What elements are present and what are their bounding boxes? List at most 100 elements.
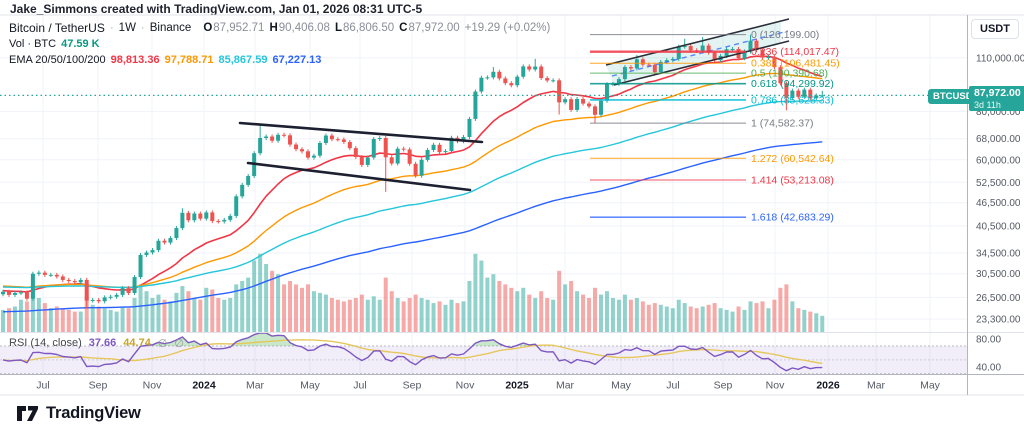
price-tick-label[interactable]: 68,000.00 xyxy=(976,134,1021,145)
volume-bar xyxy=(234,284,239,332)
volume-bar xyxy=(718,308,723,332)
time-tick-label[interactable]: Jul xyxy=(36,380,49,392)
volume-bar xyxy=(431,303,436,332)
volume-bar xyxy=(616,299,621,332)
volume-bar xyxy=(521,287,526,332)
volume-bar xyxy=(144,291,149,332)
volume-bar xyxy=(539,291,544,332)
time-tick-label[interactable]: 2026 xyxy=(816,380,840,392)
candle-body xyxy=(371,138,376,158)
volume-bar xyxy=(395,298,400,332)
time-tick-label[interactable]: Nov xyxy=(143,380,162,392)
volume-value: 47.59 K xyxy=(61,38,100,50)
time-tick-label[interactable]: 2024 xyxy=(192,380,216,392)
time-tick-label[interactable]: May xyxy=(920,380,941,392)
price-tick-label[interactable]: 60,000.00 xyxy=(976,155,1021,166)
candle-body xyxy=(377,137,382,139)
volume-legend-row[interactable]: Vol · BTC 47.59 K xyxy=(9,38,100,50)
volume-bar xyxy=(96,306,101,332)
rsi-ma-line xyxy=(2,339,823,364)
ema-200-line xyxy=(2,141,823,313)
time-tick-label[interactable]: Nov xyxy=(456,380,475,392)
volume-bar xyxy=(240,281,245,332)
volume-bar xyxy=(670,308,675,332)
volume-bar xyxy=(78,311,83,332)
volume-bar xyxy=(419,298,424,332)
candle-body xyxy=(168,238,173,243)
rsi-legend-row[interactable]: RSI (14, close) 37.66 44.74 ∅ ∅ xyxy=(9,337,184,350)
time-tick-label[interactable]: Mar xyxy=(556,380,575,392)
candle-body xyxy=(652,64,657,73)
price-tick-label[interactable]: 80,000.00 xyxy=(976,107,1021,118)
candle-body xyxy=(521,66,526,77)
volume-bar xyxy=(563,284,568,332)
volume-bar xyxy=(401,301,406,332)
volume-bar xyxy=(760,301,765,332)
volume-bar xyxy=(688,306,693,332)
time-tick-label[interactable]: Sep xyxy=(714,380,733,392)
volume-bar xyxy=(258,253,263,332)
volume-bar xyxy=(610,298,615,332)
volume-bar xyxy=(461,301,466,332)
volume-bar xyxy=(437,301,442,332)
volume-bar xyxy=(18,299,23,332)
volume-bar xyxy=(353,298,358,332)
volume-bar xyxy=(156,294,161,332)
candle-body xyxy=(640,59,645,65)
price-tick-label[interactable]: 52,500.00 xyxy=(976,178,1021,189)
price-tick-label[interactable]: 40,500.00 xyxy=(976,221,1021,232)
time-tick-label[interactable]: Jul xyxy=(353,380,366,392)
symbol-legend-row[interactable]: Bitcoin / TetherUS · 1W · Binance O 87,95… xyxy=(9,21,550,35)
volume-bar xyxy=(192,298,197,332)
volume-bar xyxy=(784,284,789,332)
candle-body xyxy=(329,135,334,140)
candle-body xyxy=(305,151,310,158)
price-tick-label[interactable]: 110,000.00 xyxy=(976,53,1024,64)
close-key: C xyxy=(399,22,408,34)
candle-body xyxy=(84,279,89,301)
candle-body xyxy=(772,56,777,68)
volume-bar xyxy=(652,303,657,332)
volume-bar xyxy=(515,291,520,332)
time-tick-label[interactable]: May xyxy=(611,380,632,392)
candle-body xyxy=(670,58,675,61)
candle-body xyxy=(60,276,65,280)
price-tick-label[interactable]: 26,500.00 xyxy=(976,293,1021,304)
rsi-tick-label[interactable]: 80.00 xyxy=(976,335,1001,346)
candle-body xyxy=(102,297,107,302)
volume-bar xyxy=(36,298,41,332)
time-tick-label[interactable]: 2025 xyxy=(505,380,529,392)
time-tick-label[interactable]: Mar xyxy=(246,380,265,392)
price-tick-label[interactable]: 23,300.00 xyxy=(976,315,1021,326)
close-value: 87,972.00 xyxy=(408,22,460,34)
fib-label: 1.618 (42,683.29) xyxy=(751,212,834,224)
tradingview-logo[interactable]: TradingView xyxy=(16,403,141,424)
volume-bar xyxy=(581,294,586,332)
time-tick-label[interactable]: Mar xyxy=(867,380,886,392)
time-tick-label[interactable]: May xyxy=(300,380,321,392)
time-tick-label[interactable]: Sep xyxy=(403,380,422,392)
candle-body xyxy=(413,163,418,176)
candle-body xyxy=(395,148,400,164)
volume-bar xyxy=(724,309,729,332)
time-tick-label[interactable]: Jul xyxy=(666,380,679,392)
currency-toggle-button[interactable]: USDT xyxy=(971,19,1019,39)
symbol-title: Bitcoin / TetherUS xyxy=(9,21,105,35)
volume-bar xyxy=(682,303,687,332)
price-tick-label[interactable]: 30,500.00 xyxy=(976,269,1021,280)
volume-bar xyxy=(204,287,209,332)
volume-bar xyxy=(186,291,191,332)
dashed-trendline xyxy=(611,30,789,77)
candle-body xyxy=(78,279,83,283)
candle-body xyxy=(42,272,47,275)
time-tick-label[interactable]: Nov xyxy=(766,380,785,392)
volume-bar xyxy=(12,306,17,332)
time-tick-label[interactable]: Sep xyxy=(89,380,108,392)
ema-legend-row[interactable]: EMA 20/50/100/200 98,813.36 97,788.71 85… xyxy=(9,54,321,66)
rsi-tick-label[interactable]: 40.00 xyxy=(976,362,1001,373)
price-tick-label[interactable]: 46,500.00 xyxy=(976,198,1021,209)
price-tick-label[interactable]: 34,500.00 xyxy=(976,248,1021,259)
candle-body xyxy=(407,149,412,164)
volume-bar xyxy=(503,284,508,332)
